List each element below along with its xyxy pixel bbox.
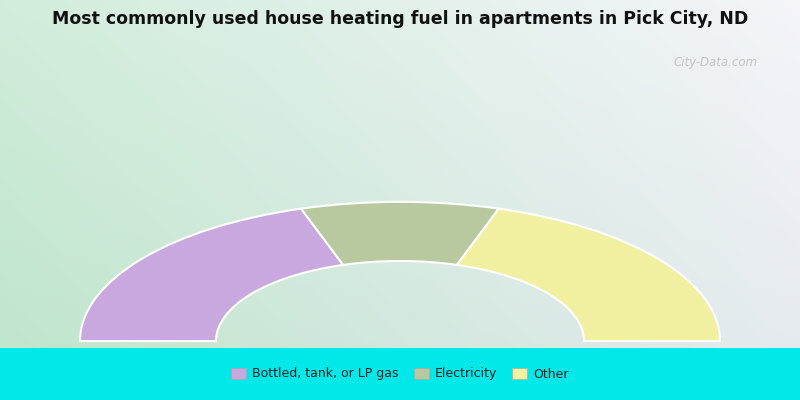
Text: City-Data.com: City-Data.com (674, 56, 758, 69)
Legend: Bottled, tank, or LP gas, Electricity, Other: Bottled, tank, or LP gas, Electricity, O… (226, 362, 574, 386)
Text: Most commonly used house heating fuel in apartments in Pick City, ND: Most commonly used house heating fuel in… (52, 10, 748, 28)
Wedge shape (80, 209, 343, 341)
Wedge shape (301, 202, 499, 265)
Wedge shape (457, 209, 720, 341)
